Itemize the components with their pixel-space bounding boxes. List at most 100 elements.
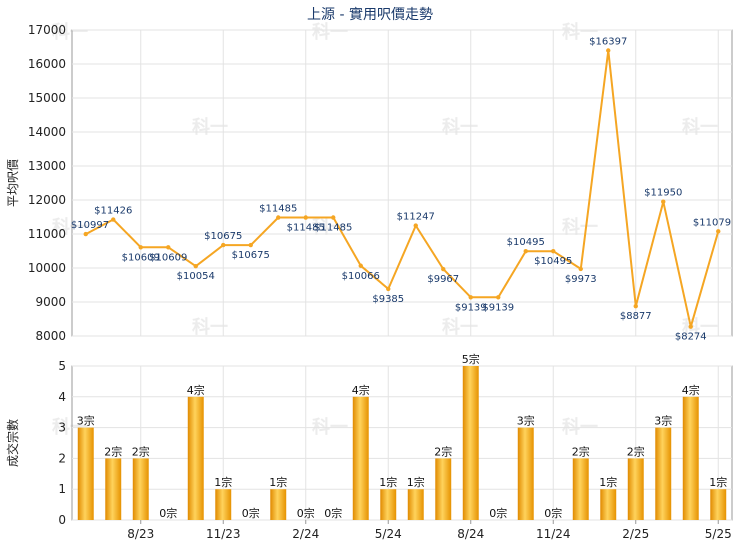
volume-bar xyxy=(517,427,534,520)
watermark-text: 科一 xyxy=(562,416,598,438)
volume-gridlines xyxy=(72,365,732,521)
volume-data-label: 1宗 xyxy=(709,475,727,489)
price-data-label: $16397 xyxy=(589,37,627,48)
volume-data-label: 2宗 xyxy=(572,444,590,458)
price-point xyxy=(331,215,336,220)
watermark-text: 科一 xyxy=(562,21,598,43)
price-data-label: $10675 xyxy=(232,250,270,261)
price-data-label: $11247 xyxy=(397,212,435,223)
x-tick-label: 8/23 xyxy=(127,527,154,541)
price-point xyxy=(633,303,638,309)
volume-data-label: 1宗 xyxy=(407,475,425,489)
watermark-text: 科一 xyxy=(52,216,88,238)
price-data-label: $9139 xyxy=(455,302,487,313)
volume-data-label: 5宗 xyxy=(462,352,480,366)
price-data-label: $11485 xyxy=(259,204,297,215)
volume-data-label: 2宗 xyxy=(104,444,122,458)
price-data-label: $9967 xyxy=(427,274,459,285)
volume-bar xyxy=(655,427,672,520)
volume-bar-panel: 0 1 2 3 4 5 成交宗數 3宗 2宗 2宗 0宗 4宗 1宗 0宗 1宗 0宗 0宗 4宗 1宗 1宗 2宗… xyxy=(5,352,733,541)
price-y-tick-label: 15000 xyxy=(28,91,66,105)
price-plot-frame xyxy=(71,29,733,337)
price-point xyxy=(468,295,473,300)
price-point xyxy=(138,245,143,250)
price-line-panel: 8000 9000 10000 11000 12000 13000 14000 15000 16… xyxy=(6,23,733,343)
price-y-tick-label: 11000 xyxy=(28,227,66,241)
price-data-label: $9139 xyxy=(482,302,514,313)
price-y-tick-label: 13000 xyxy=(28,159,66,173)
price-line-series xyxy=(83,48,721,329)
volume-data-label: 1宗 xyxy=(214,475,232,489)
volume-data-label: 4宗 xyxy=(352,383,370,397)
price-point xyxy=(716,229,721,234)
price-line xyxy=(85,49,720,328)
price-data-label: $10609 xyxy=(149,252,187,263)
price-data-label: $10495 xyxy=(507,237,545,248)
price-point xyxy=(303,215,308,220)
price-y-tick-label: 16000 xyxy=(28,57,66,71)
price-point xyxy=(413,223,418,228)
price-data-label: $10495 xyxy=(534,256,572,267)
price-data-label: $10066 xyxy=(342,271,380,282)
price-point xyxy=(248,242,253,248)
price-data-label: $11485 xyxy=(314,223,352,234)
volume-y-tick-label: 1 xyxy=(58,482,66,496)
volume-bar xyxy=(682,396,699,520)
volume-data-label: 3宗 xyxy=(654,414,672,428)
watermark-text: 科一 xyxy=(312,21,348,43)
volume-y-tick-label: 5 xyxy=(58,359,66,373)
volume-bar xyxy=(187,396,204,520)
price-y-tick-label: 8000 xyxy=(35,329,66,343)
price-y-tick-label: 17000 xyxy=(28,23,66,37)
volume-data-label: 1宗 xyxy=(599,475,617,489)
volume-data-label: 4宗 xyxy=(682,383,700,397)
price-y-ticks: 8000 9000 10000 11000 12000 13000 14000 15000 16… xyxy=(28,23,66,343)
price-y-tick-label: 14000 xyxy=(28,125,66,139)
volume-data-label: 2宗 xyxy=(627,444,645,458)
price-point xyxy=(83,231,88,237)
volume-y-axis-label: 成交宗數 xyxy=(5,419,20,467)
watermark-text: 科一 xyxy=(192,316,228,338)
price-gridlines xyxy=(72,29,732,337)
price-data-label: $9973 xyxy=(565,274,597,285)
price-point xyxy=(358,263,363,268)
x-tick-label: 2/25 xyxy=(622,527,649,541)
watermark-text: 科一 xyxy=(192,116,228,138)
price-data-label: $8877 xyxy=(620,311,652,322)
volume-y-ticks: 0 1 2 3 4 5 xyxy=(58,359,66,527)
x-tick-label: 2/24 xyxy=(292,527,319,541)
x-axis-ticks: 8/23 11/23 2/24 5/24 8/24 11/24 2/25 5/25 xyxy=(127,520,732,541)
volume-y-tick-label: 2 xyxy=(58,451,66,465)
volume-y-tick-label: 0 xyxy=(58,513,66,527)
price-data-label: $10997 xyxy=(71,220,109,231)
volume-bar xyxy=(77,427,94,520)
volume-bar xyxy=(462,366,479,520)
watermark-text: 科一 xyxy=(682,316,718,338)
price-y-tick-label: 9000 xyxy=(35,295,66,309)
volume-bar xyxy=(572,458,589,520)
price-data-label: $8274 xyxy=(675,332,707,343)
watermark-text: 科一 xyxy=(312,216,348,238)
volume-data-label: 2宗 xyxy=(434,444,452,458)
price-data-label: $10609 xyxy=(122,252,160,263)
price-data-label: $11950 xyxy=(644,188,682,199)
price-point xyxy=(276,215,281,220)
volume-data-label: 0宗 xyxy=(544,506,562,520)
price-point xyxy=(221,242,226,248)
volume-bar xyxy=(352,396,369,520)
volume-data-label: 0宗 xyxy=(242,506,260,520)
volume-data-label: 0宗 xyxy=(324,506,342,520)
watermark-text: 科一 xyxy=(52,21,88,43)
volume-y-tick-label: 4 xyxy=(58,390,66,404)
x-tick-label: 11/24 xyxy=(536,527,571,541)
volume-data-label: 3宗 xyxy=(517,414,535,428)
volume-bar xyxy=(407,489,424,520)
x-tick-label: 11/23 xyxy=(206,527,241,541)
price-point xyxy=(606,48,611,53)
price-y-axis-label: 平均呎價 xyxy=(6,159,20,207)
price-point xyxy=(111,217,116,222)
price-point xyxy=(441,266,446,272)
